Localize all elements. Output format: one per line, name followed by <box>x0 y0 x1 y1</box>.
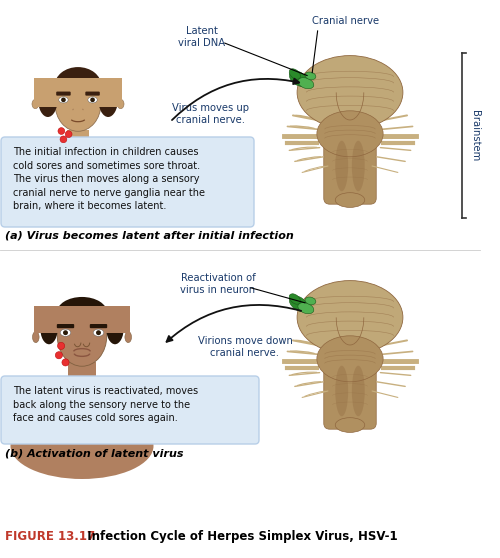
Text: The initial infection in children causes
cold sores and sometimes sore throat.
T: The initial infection in children causes… <box>13 147 205 211</box>
Ellipse shape <box>63 330 68 335</box>
FancyArrowPatch shape <box>304 166 325 171</box>
Ellipse shape <box>336 418 364 432</box>
Text: FIGURE 13.17: FIGURE 13.17 <box>5 530 95 543</box>
FancyBboxPatch shape <box>1 376 259 444</box>
Ellipse shape <box>297 281 403 354</box>
Ellipse shape <box>305 72 316 80</box>
Ellipse shape <box>298 302 314 314</box>
Circle shape <box>62 359 69 366</box>
Ellipse shape <box>32 331 39 343</box>
Ellipse shape <box>59 97 68 103</box>
Ellipse shape <box>32 99 38 109</box>
Ellipse shape <box>336 141 348 191</box>
Text: Latent
viral DNA: Latent viral DNA <box>178 26 226 47</box>
Ellipse shape <box>352 141 364 191</box>
Ellipse shape <box>56 297 108 329</box>
Ellipse shape <box>96 330 101 335</box>
FancyBboxPatch shape <box>1 137 254 227</box>
FancyBboxPatch shape <box>324 351 376 429</box>
Ellipse shape <box>57 306 107 366</box>
Ellipse shape <box>106 311 124 344</box>
Ellipse shape <box>88 97 97 103</box>
FancyBboxPatch shape <box>324 126 376 204</box>
FancyArrowPatch shape <box>288 362 314 363</box>
Ellipse shape <box>290 296 308 311</box>
FancyArrowPatch shape <box>298 157 320 161</box>
Text: Virions move down
cranial nerve.: Virions move down cranial nerve. <box>198 336 292 358</box>
Ellipse shape <box>297 56 403 129</box>
Ellipse shape <box>317 336 383 382</box>
Ellipse shape <box>98 80 118 117</box>
Text: Cranial nerve: Cranial nerve <box>312 16 379 26</box>
FancyBboxPatch shape <box>86 92 100 95</box>
Ellipse shape <box>10 413 154 479</box>
FancyArrowPatch shape <box>298 382 320 386</box>
Text: Infection Cycle of Herpes Simplex Virus, HSV-1: Infection Cycle of Herpes Simplex Virus,… <box>79 530 398 543</box>
Ellipse shape <box>61 98 66 102</box>
FancyBboxPatch shape <box>34 306 130 333</box>
Text: Reactivation of
virus in neuron: Reactivation of virus in neuron <box>180 273 256 295</box>
FancyArrowPatch shape <box>304 391 325 396</box>
Text: (b) Activation of latent virus: (b) Activation of latent virus <box>5 448 184 458</box>
Ellipse shape <box>60 329 70 336</box>
Circle shape <box>56 352 62 359</box>
Ellipse shape <box>317 111 383 157</box>
FancyArrowPatch shape <box>292 147 317 150</box>
Text: Virus moves up
cranial nerve.: Virus moves up cranial nerve. <box>172 103 248 124</box>
FancyBboxPatch shape <box>34 78 122 107</box>
Text: (a) Virus becomes latent after initial infection: (a) Virus becomes latent after initial i… <box>5 230 294 240</box>
FancyBboxPatch shape <box>57 324 74 328</box>
Ellipse shape <box>94 329 104 336</box>
Ellipse shape <box>289 69 300 79</box>
Circle shape <box>60 136 67 143</box>
FancyArrowPatch shape <box>292 372 317 374</box>
Ellipse shape <box>125 331 132 343</box>
Circle shape <box>58 342 64 349</box>
Ellipse shape <box>305 297 316 305</box>
Ellipse shape <box>298 78 314 89</box>
Ellipse shape <box>289 294 300 304</box>
Ellipse shape <box>352 365 364 416</box>
FancyBboxPatch shape <box>90 324 107 328</box>
Ellipse shape <box>290 71 308 86</box>
FancyArrowPatch shape <box>296 340 314 344</box>
FancyArrowPatch shape <box>290 351 314 353</box>
Bar <box>68 362 96 396</box>
Ellipse shape <box>55 76 101 131</box>
Ellipse shape <box>54 67 102 104</box>
Text: The latent virus is reactivated, moves
back along the sensory nerve to the
face : The latent virus is reactivated, moves b… <box>13 386 198 423</box>
Ellipse shape <box>38 80 58 117</box>
Text: Brainstem: Brainstem <box>470 110 480 162</box>
FancyBboxPatch shape <box>56 92 70 95</box>
FancyArrowPatch shape <box>288 137 314 138</box>
Circle shape <box>58 128 64 134</box>
FancyArrowPatch shape <box>290 126 314 128</box>
Ellipse shape <box>21 169 135 226</box>
Circle shape <box>66 131 72 137</box>
Ellipse shape <box>40 311 58 344</box>
Ellipse shape <box>90 98 95 102</box>
FancyArrowPatch shape <box>296 116 314 119</box>
Bar <box>66 130 90 158</box>
Ellipse shape <box>336 193 364 208</box>
Ellipse shape <box>118 99 124 109</box>
Ellipse shape <box>336 365 348 416</box>
